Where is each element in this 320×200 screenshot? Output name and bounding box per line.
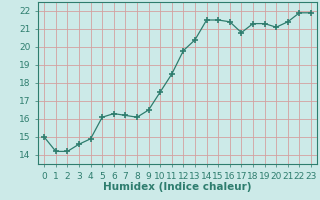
X-axis label: Humidex (Indice chaleur): Humidex (Indice chaleur) [103, 182, 252, 192]
